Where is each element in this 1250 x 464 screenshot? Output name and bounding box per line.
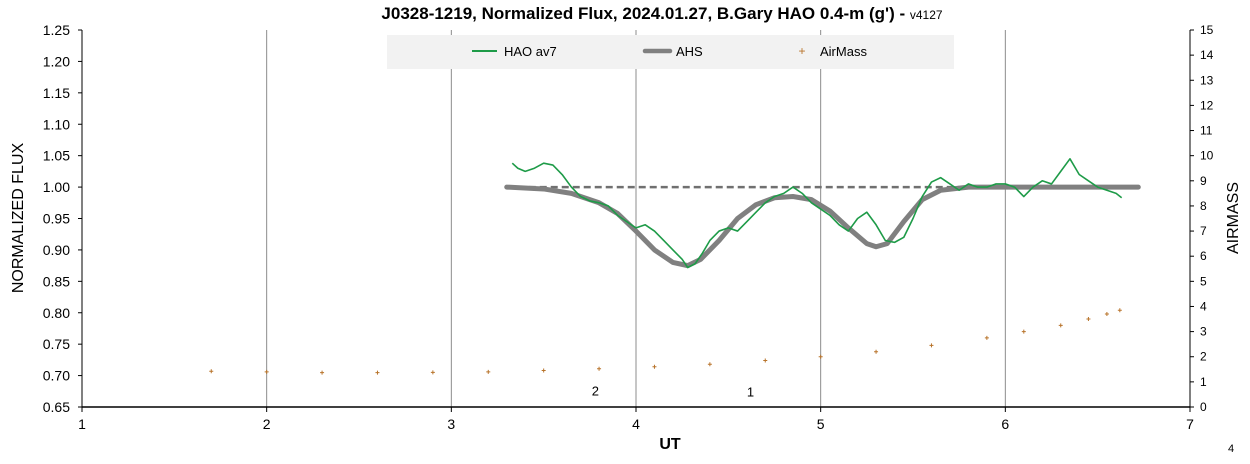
x-tick-label: 7 [1186,416,1194,432]
series-layer [209,158,1141,375]
legend-label-airmass: AirMass [820,44,867,59]
chart-title: J0328-1219, Normalized Flux, 2024.01.27,… [381,4,894,23]
chart-version: v4127 [910,8,943,22]
y-tick-label: 0.75 [43,336,70,352]
y2-tick-label: 6 [1200,249,1207,263]
annotation-label: 1 [747,384,754,399]
legend-label-ahs: AHS [676,44,703,59]
airmass-point [541,368,546,373]
y2-tick-label: 2 [1200,350,1207,364]
x-tick-label: 4 [632,416,640,432]
airmass-point [1058,323,1063,328]
legend: HAO av7 AHS + AirMass [387,35,954,69]
chart-title-line: J0328-1219, Normalized Flux, 2024.01.27,… [381,4,942,23]
airmass-point [874,349,879,354]
x-tick-label: 2 [263,416,271,432]
y2-tick-label: 14 [1200,48,1214,62]
airmass-point [1021,329,1026,334]
gridlines [266,30,1006,407]
x-axis-ticks: 1 2 3 4 5 6 7 [78,407,1194,432]
y-axis-ticks: 0.65 0.70 0.75 0.80 0.85 0.90 0.95 1.00 1.05 1.10… [43,22,82,415]
legend-label-hao: HAO av7 [504,44,557,59]
airmass-point [430,370,435,375]
y-tick-label: 1.05 [43,148,70,164]
y-tick-label: 1.15 [43,85,70,101]
airmass-point [264,369,269,374]
legend-swatch-airmass: + [798,44,805,58]
x-tick-label: 3 [447,416,455,432]
y2-axis-title: AIRMASS [1225,182,1242,254]
y2-tick-label: 7 [1200,224,1207,238]
y2-tick-label: 15 [1200,23,1214,37]
y-tick-label: 1.10 [43,116,70,132]
airmass-point [652,364,657,369]
x-tick-label: 6 [1001,416,1009,432]
y2-tick-label: 9 [1200,174,1207,188]
airmass-point [707,362,712,367]
y-tick-label: 0.90 [43,242,70,258]
y-tick-label: 0.65 [43,399,70,415]
airmass-point [597,366,602,371]
airmass-point [486,369,491,374]
x-tick-label: 5 [817,416,825,432]
y2-tick-label: 13 [1200,73,1214,87]
x-axis-title: UT [659,436,681,453]
y2-tick-label: 1 [1200,375,1207,389]
y-tick-label: 1.20 [43,53,70,69]
chart-title-separator: - [895,4,910,23]
airmass-point [320,370,325,375]
y-tick-label: 0.85 [43,273,70,289]
page-number: 4 [1228,443,1234,455]
x-tick-label: 1 [78,416,86,432]
y2-tick-label: 8 [1200,199,1207,213]
y-tick-label: 0.70 [43,368,70,384]
airmass-point [1104,312,1109,317]
y-tick-label: 1.25 [43,22,70,38]
y2-tick-label: 10 [1200,149,1214,163]
annotation-label: 2 [592,384,599,399]
airmass-point [763,358,768,363]
airmass-point [1086,317,1091,322]
series-line-hao-av7 [511,158,1123,269]
airmass-point [984,335,989,340]
airmass-point [209,369,214,374]
y-tick-label: 0.95 [43,211,70,227]
y2-tick-label: 11 [1200,124,1213,138]
airmass-point [1117,308,1122,313]
y2-tick-label: 5 [1200,274,1207,288]
airmass-point [818,354,823,359]
y-axis-title: NORMALIZED FLUX [10,143,27,294]
airmass-point [375,370,380,375]
y2-tick-label: 12 [1200,98,1214,112]
y2-tick-label: 4 [1200,299,1207,313]
y-tick-label: 0.80 [43,305,70,321]
y2-tick-label: 0 [1200,400,1207,414]
series-line-ahs [504,184,1141,269]
y2-tick-label: 3 [1200,325,1207,339]
airmass-point [929,343,934,348]
y-tick-label: 1.00 [43,179,70,195]
